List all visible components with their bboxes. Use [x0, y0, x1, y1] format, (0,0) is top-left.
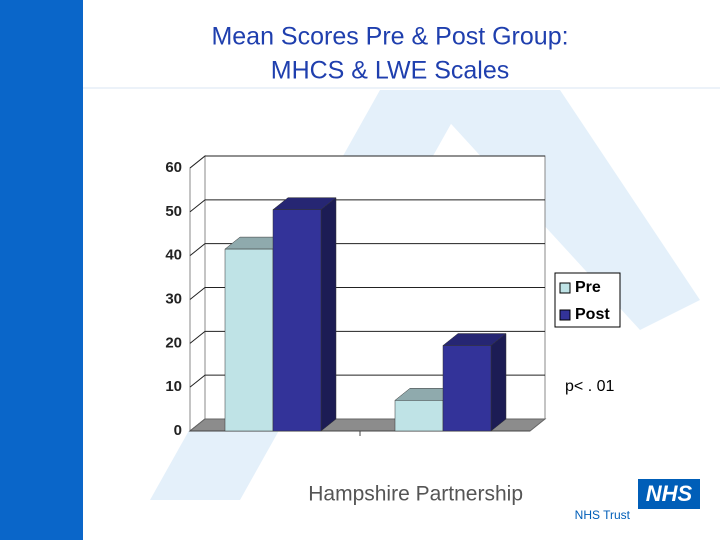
watermark	[420, 90, 700, 330]
grid-line	[189, 287, 545, 300]
bar	[224, 248, 274, 432]
y-tick-label: 60	[165, 159, 182, 176]
legend-swatch	[559, 282, 571, 294]
bar	[394, 400, 444, 432]
bar-side	[320, 197, 337, 432]
chart-title: Mean Scores Pre & Post Group:	[211, 23, 568, 51]
y-tick-label: 10	[165, 378, 182, 395]
chart-title: MHCS & LWE Scales	[271, 57, 509, 85]
grid-line	[189, 330, 545, 344]
side-band	[0, 0, 83, 540]
grid-line	[189, 155, 545, 169]
bar-side	[490, 333, 507, 432]
legend-label: Post	[575, 306, 610, 323]
grid-line	[189, 374, 545, 388]
grid-line	[189, 199, 545, 213]
y-tick-label: 20	[165, 334, 182, 351]
bar	[272, 209, 322, 432]
nhs-badge	[638, 479, 700, 509]
y-tick-label: 40	[165, 247, 182, 264]
grid-line	[189, 243, 545, 257]
y-tick-label: 50	[165, 203, 182, 220]
footer-subtitle: NHS Trust	[575, 508, 631, 522]
bar	[442, 345, 492, 432]
annotation: p< . 01	[565, 378, 614, 395]
legend-swatch	[559, 309, 571, 321]
footer-badge: NHS	[646, 481, 693, 506]
y-tick-label: 30	[165, 290, 182, 307]
footer-organisation: Hampshire Partnership	[308, 483, 523, 506]
legend-label: Pre	[575, 279, 601, 296]
y-tick-label: 0	[174, 422, 182, 439]
